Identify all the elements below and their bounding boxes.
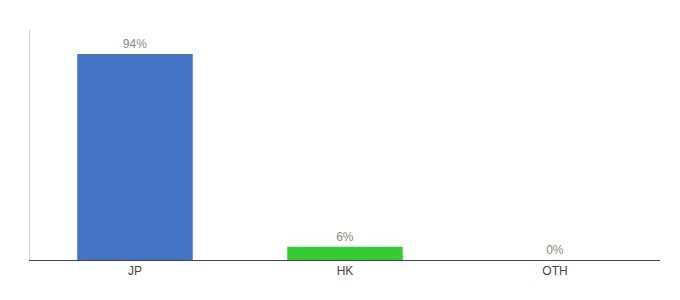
svg-text:OTH: OTH — [542, 264, 567, 278]
svg-text:HK: HK — [337, 264, 354, 278]
svg-text:94%: 94% — [123, 37, 147, 51]
svg-text:6%: 6% — [336, 230, 354, 244]
svg-text:0%: 0% — [546, 243, 564, 257]
svg-text:JP: JP — [128, 264, 142, 278]
